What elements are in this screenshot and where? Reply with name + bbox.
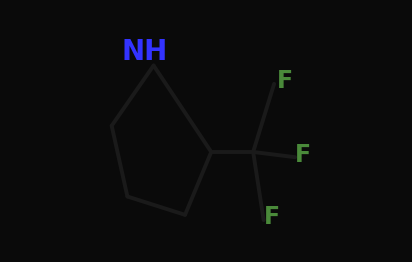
Text: F: F: [277, 69, 293, 93]
Text: NH: NH: [121, 39, 168, 66]
Text: F: F: [295, 143, 311, 167]
Text: F: F: [264, 205, 280, 230]
